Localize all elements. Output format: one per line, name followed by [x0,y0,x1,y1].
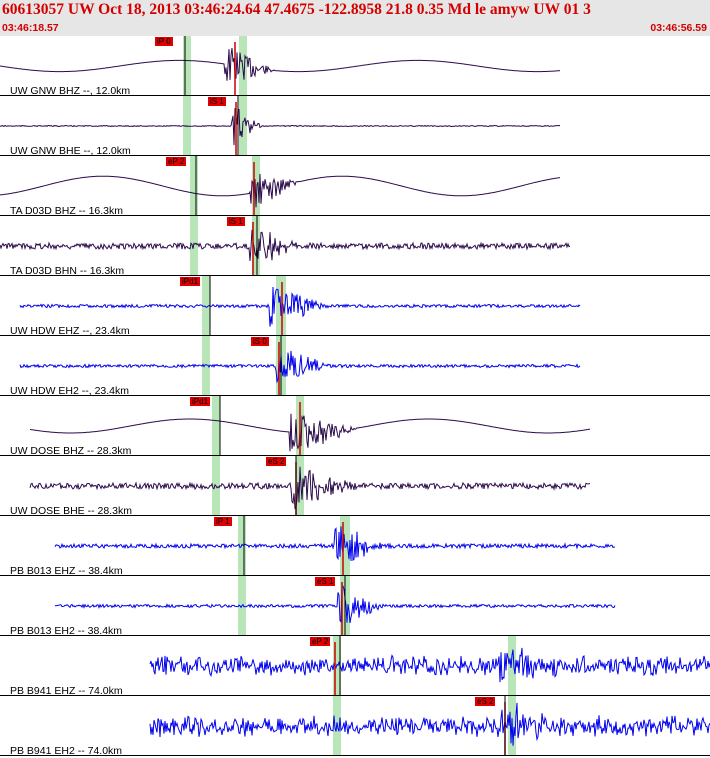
seismogram-panel[interactable]: iP 0 UW GNW BHZ --, 12.0km [0,36,710,96]
phase-pick-tag[interactable]: iPd1 [190,397,211,406]
waveform-trace [149,647,710,683]
waveform-trace [0,229,571,262]
phase-pick-tag[interactable]: iP 1 [214,517,232,526]
pick-window [212,396,220,456]
panel-divider [0,455,710,456]
phase-pick-tag[interactable]: iS 1 [208,97,226,106]
waveform-plot [54,516,616,576]
waveform-plot [0,216,571,276]
seismogram-panel[interactable]: eS 2 PB B941 EH2 -- 74.0km [0,696,710,756]
seismogram-panel[interactable]: iP 1 PB B013 EHZ -- 38.4km [0,516,710,576]
waveform-plot [54,576,616,636]
waveform-trace [149,702,710,746]
seismogram-panel[interactable]: iPd1 UW DOSE BHZ -- 28.3km [0,396,710,456]
pick-window [296,456,304,516]
waveform-plot [19,336,581,396]
waveform-trace [0,108,561,146]
panel-divider [0,635,710,636]
phase-pick-tag[interactable]: eS 2 [475,697,496,706]
channel-label: PB B013 EHZ -- 38.4km [10,565,123,576]
panel-divider [0,335,710,336]
seismogram-panel[interactable]: iS 1 UW GNW BHE --, 12.0km [0,96,710,156]
panel-divider [0,755,710,756]
seismogram-panel[interactable]: iS 1 TA D03D BHN -- 16.3km [0,216,710,276]
pick-window [508,636,516,696]
pick-window [183,36,191,96]
pick-window [252,156,260,216]
channel-label: TA D03D BHN -- 16.3km [10,265,125,276]
pick-window [252,216,260,276]
channel-label: PB B013 EH2 -- 38.4km [10,625,123,636]
pick-window [202,276,210,336]
phase-pick-tag[interactable]: eP 2 [166,157,187,166]
panel-divider [0,395,710,396]
waveform-plot [0,156,561,216]
seismogram-panel[interactable]: eP 2 PB B941 EHZ -- 74.0km [0,636,710,696]
channel-label: PB B941 EHZ -- 74.0km [10,685,123,696]
waveform-plot [0,36,561,96]
seismogram-panel[interactable]: iPd1 UW HDW EHZ --, 23.4km [0,276,710,336]
waveform-plot [29,456,591,516]
panel-divider [0,575,710,576]
channel-label: PB B941 EH2 -- 74.0km [10,745,123,756]
panel-divider [0,155,710,156]
pick-window [190,156,198,216]
pick-window [202,336,210,396]
channel-label: UW HDW EHZ --, 23.4km [10,325,130,336]
seismogram-panel[interactable]: eP 2 TA D03D BHZ -- 16.3km [0,156,710,216]
channel-label: TA D03D BHZ -- 16.3km [10,205,123,216]
waveform-trace [19,350,581,384]
seismogram-panel[interactable]: eS 1 PB B013 EH2 -- 38.4km [0,576,710,636]
waveform-plot [149,696,710,756]
waveform-plot [19,276,581,336]
waveform-trace [29,466,591,510]
channel-label: UW DOSE BHE -- 28.3km [10,505,132,516]
waveform-trace [54,526,616,562]
waveform-plot [149,636,710,696]
event-title: 60613057 UW Oct 18, 2013 03:46:24.64 47.… [2,1,591,18]
phase-pick-tag[interactable]: iP 0 [155,37,173,46]
panel-divider [0,215,710,216]
time-end: 03:46:56.59 [650,22,707,34]
channel-label: UW DOSE BHZ -- 28.3km [10,445,132,456]
panel-divider [0,515,710,516]
waveform-plot [29,396,591,456]
waveform-trace [0,173,561,208]
pick-window [238,516,246,576]
waveform-plot [0,96,561,156]
phase-pick-tag[interactable]: iS 1 [227,217,245,226]
panel-divider [0,695,710,696]
phase-pick-tag[interactable]: eS 2 [266,457,287,466]
seismogram-panel[interactable]: iS 0 UW HDW EH2 --, 23.4km [0,336,710,396]
channel-label: UW GNW BHZ --, 12.0km [10,85,131,96]
phase-pick-tag[interactable]: eS 1 [315,577,336,586]
waveform-trace [29,413,591,452]
seismogram-panels: iP 0 UW GNW BHZ --, 12.0km iS 1 UW GNW BHE … [0,36,710,758]
pick-window [276,276,286,336]
phase-pick-tag[interactable]: iPd1 [180,277,201,286]
seismogram-panel[interactable]: eS 2 UW DOSE BHE -- 28.3km [0,456,710,516]
time-start: 03:46:18.57 [2,22,59,34]
waveform-trace [54,585,616,623]
phase-pick-tag[interactable]: eP 2 [310,637,331,646]
channel-label: UW GNW BHE --, 12.0km [10,145,131,156]
channel-label: UW HDW EH2 --, 23.4km [10,385,130,396]
panel-divider [0,95,710,96]
waveform-trace [0,47,561,81]
panel-divider [0,275,710,276]
phase-pick-tag[interactable]: iS 0 [251,337,269,346]
waveform-trace [19,286,581,327]
event-header: 60613057 UW Oct 18, 2013 03:46:24.64 47.… [0,0,710,36]
